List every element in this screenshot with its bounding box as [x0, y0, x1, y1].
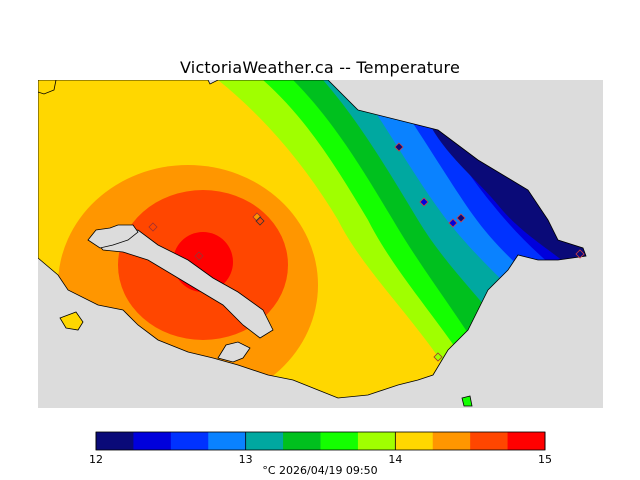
legend-tick-label: 15	[538, 453, 552, 466]
station-marker[interactable]	[448, 218, 458, 228]
legend-swatch	[170, 432, 209, 450]
harbour	[87, 224, 139, 249]
legend-swatch	[208, 432, 247, 450]
legend-tick-label: 13	[239, 453, 253, 466]
station-marker[interactable]	[456, 213, 466, 223]
station-marker[interactable]	[255, 216, 265, 226]
legend-swatch	[507, 432, 546, 450]
temperature-map	[38, 80, 603, 408]
coastline	[38, 80, 587, 399]
map-title: VictoriaWeather.ca -- Temperature	[180, 58, 460, 77]
legend-swatch	[245, 432, 284, 450]
station-marker[interactable]	[394, 142, 404, 152]
legend-swatch	[357, 432, 396, 450]
legend-tick-label: 14	[388, 453, 402, 466]
station-marker[interactable]	[252, 212, 262, 222]
legend-swatch	[96, 432, 134, 450]
station-markers	[148, 142, 585, 362]
station-marker[interactable]	[419, 197, 429, 207]
inlet	[95, 229, 274, 339]
station-marker[interactable]	[194, 251, 204, 261]
legend-swatch	[395, 432, 434, 450]
legend-swatch	[133, 432, 172, 450]
legend-bar	[95, 431, 546, 451]
island	[461, 395, 473, 407]
station-marker[interactable]	[575, 249, 585, 259]
island	[59, 311, 84, 331]
legend-caption: °C 2026/04/19 09:50	[262, 464, 377, 477]
island	[38, 80, 57, 95]
station-marker[interactable]	[433, 352, 443, 362]
legend-swatch	[320, 432, 359, 450]
bay	[217, 341, 251, 363]
legend-ticks: 12 13 14 15	[89, 432, 552, 466]
legend-swatch	[432, 432, 471, 450]
legend-swatch	[283, 432, 321, 450]
legend-tick-label: 12	[89, 453, 103, 466]
station-marker[interactable]	[148, 222, 158, 232]
legend-swatch	[470, 432, 509, 450]
